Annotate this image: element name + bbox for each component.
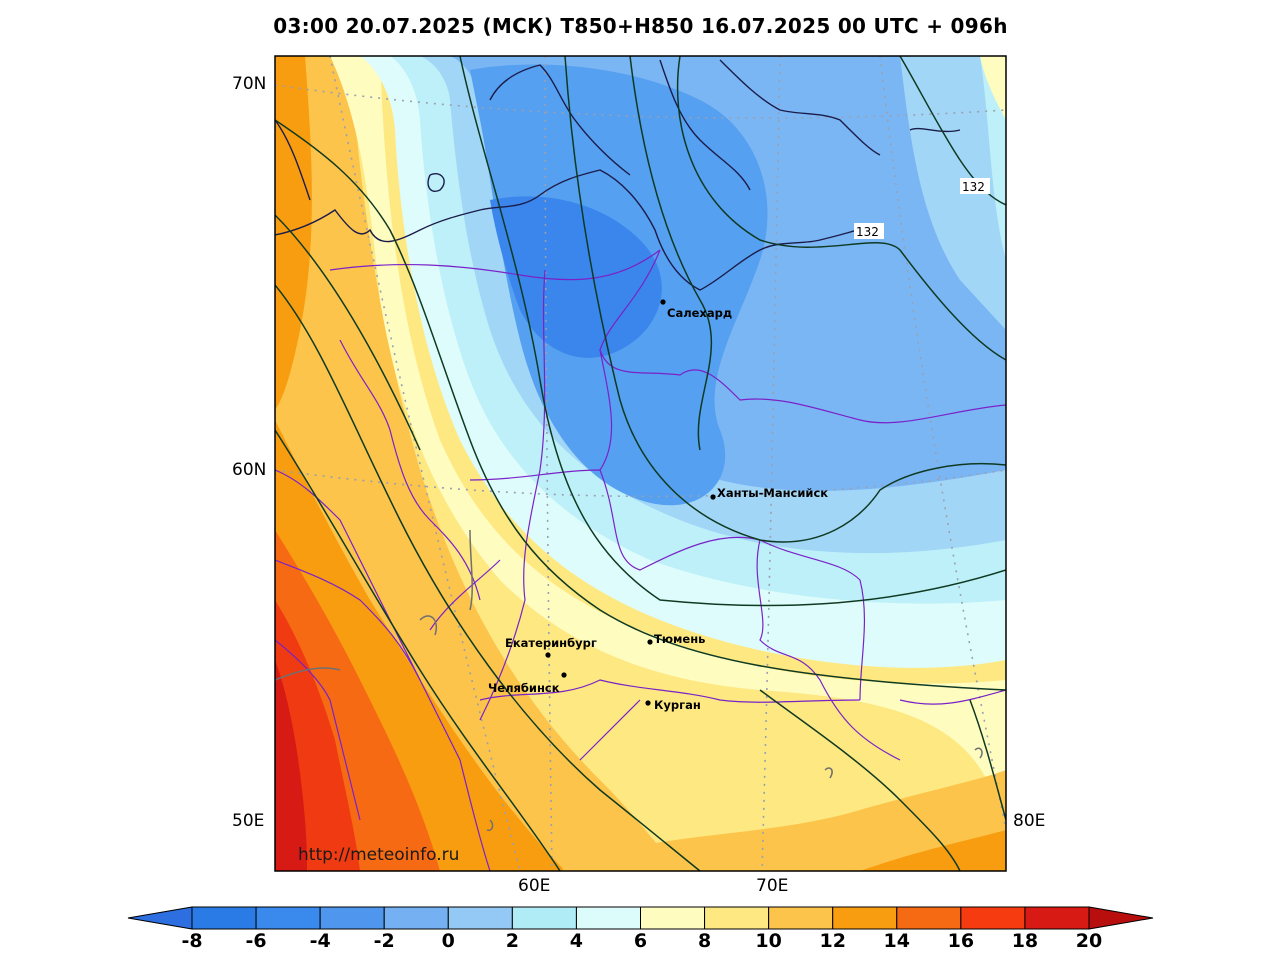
city-dot-tyumen bbox=[647, 639, 653, 645]
city-label-tyumen: Тюмень bbox=[654, 632, 705, 646]
city-label-khanty-mansiysk: Ханты-Мансийск bbox=[717, 486, 828, 500]
colorbar-tick-label: 16 bbox=[947, 930, 975, 952]
city-label-chelyabinsk: Челябинск bbox=[488, 681, 560, 695]
lon-label-80e: 80E bbox=[1013, 811, 1046, 831]
city-markers: Салехард Ханты-Мансийск Екатеринбург Тюм… bbox=[488, 299, 828, 712]
coastline bbox=[275, 59, 961, 291]
lon-label-60e: 60E bbox=[518, 876, 551, 896]
lon-label-70e: 70E bbox=[756, 876, 789, 896]
colorbar-swatch bbox=[575, 906, 642, 930]
colorbar-swatch bbox=[511, 906, 577, 930]
lat-label-70n: 70N bbox=[232, 74, 267, 94]
colorbar-over-arrow bbox=[1088, 906, 1154, 930]
map-title: 03:00 20.07.2025 (МСК) T850+H850 16.07.2… bbox=[273, 14, 1008, 38]
colorbar-tick-label: 18 bbox=[1011, 930, 1039, 952]
colorbar-tick-label: 6 bbox=[633, 930, 648, 952]
watermark: http://meteoinfo.ru bbox=[298, 845, 459, 865]
colorbar-tick-label: -6 bbox=[245, 930, 267, 952]
colorbar-swatch bbox=[704, 906, 770, 930]
colorbar-tick-label: 10 bbox=[755, 930, 782, 952]
contour-label-132-lower: 132 bbox=[856, 225, 879, 239]
colorbar-under-arrow bbox=[127, 906, 193, 930]
contour-labels: 132 132 bbox=[854, 178, 990, 239]
city-label-yekaterinburg: Екатеринбург bbox=[505, 636, 597, 650]
colorbar-tick-label: -4 bbox=[309, 930, 331, 952]
colorbar-tick-label: 4 bbox=[569, 930, 584, 952]
colorbar-swatch bbox=[319, 906, 385, 930]
rivers bbox=[275, 529, 983, 832]
colorbar-swatch bbox=[447, 906, 513, 930]
lat-label-60n: 60N bbox=[232, 460, 267, 480]
colorbar-tick-label: -8 bbox=[181, 930, 203, 952]
city-dot-kurgan bbox=[645, 700, 651, 706]
geopotential-contours bbox=[275, 56, 1006, 871]
colorbar-swatch bbox=[383, 906, 449, 930]
colorbar-tick-label: 14 bbox=[883, 930, 911, 952]
lon-label-50e: 50E bbox=[232, 811, 265, 831]
colorbar-tick-label: 20 bbox=[1075, 930, 1103, 952]
city-dot-chelyabinsk bbox=[561, 672, 567, 678]
temperature-field bbox=[275, 56, 1006, 871]
graticule bbox=[275, 56, 1006, 871]
colorbar-tick-label: 12 bbox=[819, 930, 846, 952]
colorbar-swatch bbox=[191, 906, 257, 930]
colorbar-swatch bbox=[255, 906, 321, 930]
colorbar-tick-label: 2 bbox=[505, 930, 519, 952]
colorbar bbox=[127, 906, 1154, 930]
city-dot-yekaterinburg bbox=[545, 652, 551, 658]
colorbar-swatch bbox=[832, 906, 898, 930]
colorbar-swatch bbox=[896, 906, 962, 930]
city-dot-salekhard bbox=[660, 299, 666, 305]
city-label-salekhard: Салехард bbox=[667, 306, 732, 320]
city-label-kurgan: Курган bbox=[654, 698, 701, 712]
colorbar-swatch bbox=[768, 906, 834, 930]
colorbar-tick-label: 0 bbox=[441, 930, 455, 952]
map-frame bbox=[274, 55, 1007, 872]
colorbar-tick-label: -2 bbox=[373, 930, 395, 952]
contour-label-132-upper: 132 bbox=[962, 180, 985, 194]
colorbar-swatch bbox=[640, 906, 706, 930]
colorbar-swatch bbox=[1024, 906, 1090, 930]
city-dot-khanty-mansiysk bbox=[710, 494, 716, 500]
colorbar-tick-label: 8 bbox=[697, 930, 712, 952]
colorbar-swatch bbox=[960, 906, 1026, 930]
